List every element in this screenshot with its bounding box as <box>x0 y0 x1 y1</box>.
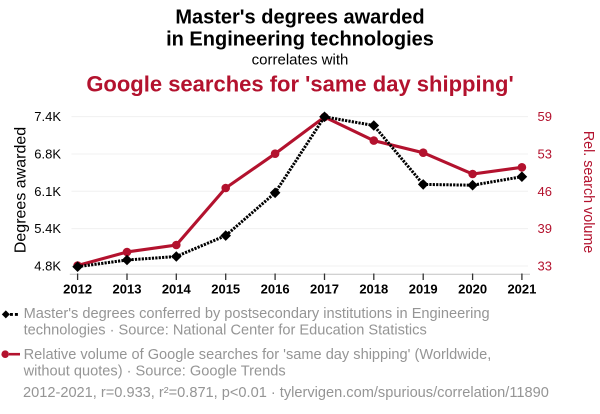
svg-text:2020: 2020 <box>458 282 487 297</box>
svg-text:2013: 2013 <box>113 282 142 297</box>
svg-text:2018: 2018 <box>359 282 388 297</box>
svg-text:2017: 2017 <box>310 282 339 297</box>
svg-text:correlates with: correlates with <box>252 51 349 68</box>
svg-text:53: 53 <box>538 147 552 162</box>
svg-text:33: 33 <box>538 259 552 274</box>
svg-text:without quotes) · Source: Goog: without quotes) · Source: Google Trends <box>23 364 286 380</box>
svg-text:Google searches for 'same day: Google searches for 'same day shipping' <box>86 72 513 97</box>
svg-text:Master's degrees awarded: Master's degrees awarded <box>175 7 424 29</box>
svg-text:Degrees awarded: Degrees awarded <box>13 127 30 253</box>
svg-text:2021: 2021 <box>507 282 536 297</box>
svg-text:Master's degrees conferred by: Master's degrees conferred by postsecond… <box>24 306 490 322</box>
svg-text:46: 46 <box>538 184 552 199</box>
svg-text:7.4K: 7.4K <box>34 109 61 124</box>
svg-text:Rel. search volume: Rel. search volume <box>580 131 596 253</box>
svg-text:Relative volume of Google sear: Relative volume of Google searches for '… <box>24 347 492 363</box>
svg-text:2015: 2015 <box>211 282 240 297</box>
svg-text:39: 39 <box>538 221 552 236</box>
svg-text:2012: 2012 <box>63 282 92 297</box>
svg-text:2019: 2019 <box>409 282 438 297</box>
svg-text:6.1K: 6.1K <box>34 184 61 199</box>
svg-text:59: 59 <box>538 109 552 124</box>
svg-text:6.8K: 6.8K <box>34 147 61 162</box>
svg-text:2016: 2016 <box>261 282 290 297</box>
svg-text:technologies · Source: Nationa: technologies · Source: National Center f… <box>24 322 427 338</box>
svg-text:in Engineering technologies: in Engineering technologies <box>166 29 434 51</box>
svg-text:2012-2021, r=0.933, r²=0.871,: 2012-2021, r=0.933, r²=0.871, p<0.01 · t… <box>23 385 549 401</box>
svg-text:4.8K: 4.8K <box>34 259 61 274</box>
svg-text:5.4K: 5.4K <box>34 221 61 236</box>
svg-text:2014: 2014 <box>162 282 192 297</box>
